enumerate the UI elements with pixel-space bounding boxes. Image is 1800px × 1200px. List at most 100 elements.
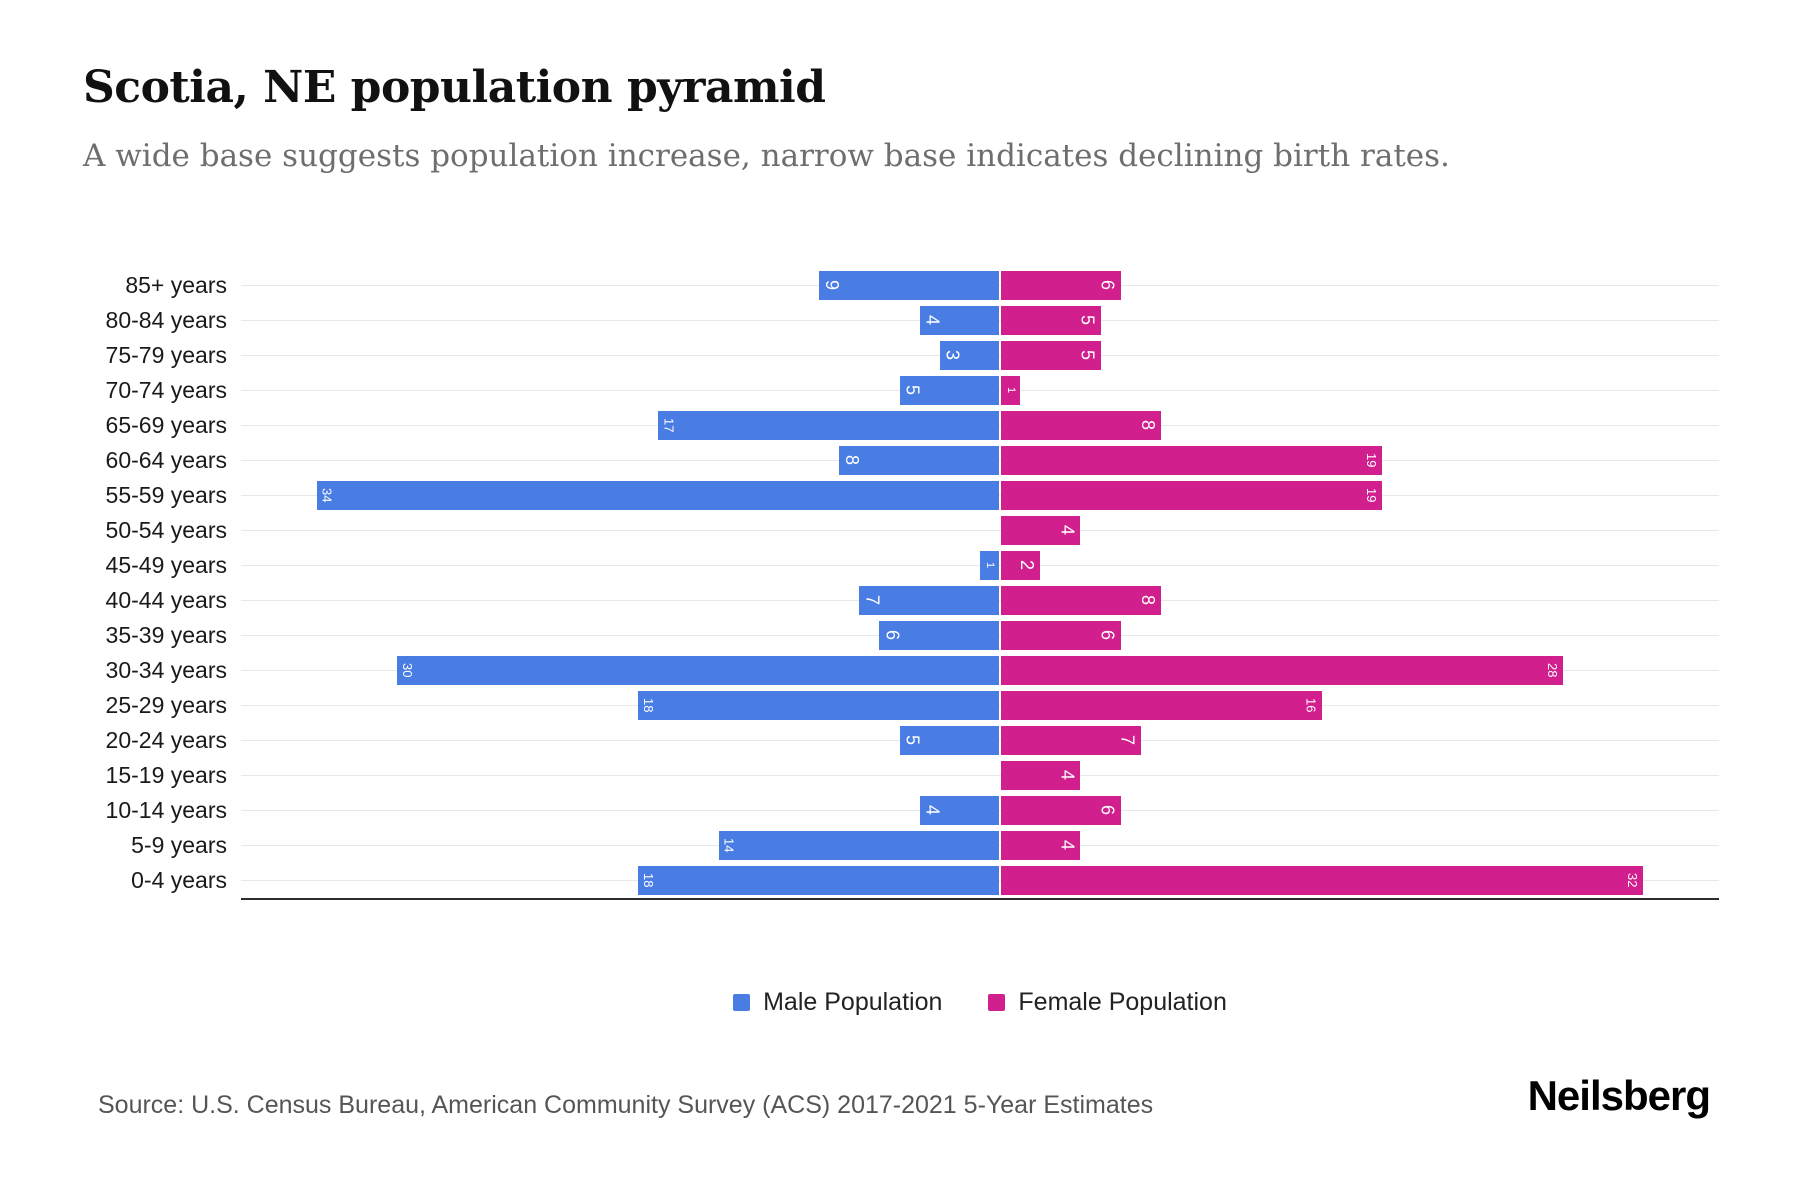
age-group-label: 30-34 years xyxy=(105,657,227,683)
male-bar[interactable]: 30 xyxy=(397,656,999,685)
age-group-label: 10-14 years xyxy=(105,797,227,823)
age-group-label: 35-39 years xyxy=(105,622,227,648)
row-plot-area: 18 32 xyxy=(241,863,1719,898)
female-bar[interactable]: 8 xyxy=(1001,411,1161,440)
male-bar[interactable]: 1 xyxy=(979,551,999,580)
male-bar[interactable]: 9 xyxy=(819,271,999,300)
male-bar-value: 3 xyxy=(942,350,963,361)
male-bar-value: 7 xyxy=(862,595,883,606)
female-bar[interactable]: 4 xyxy=(1001,831,1081,860)
male-bar[interactable]: 17 xyxy=(658,411,999,440)
age-group-label: 55-59 years xyxy=(105,482,227,508)
female-bar[interactable]: 19 xyxy=(1001,481,1382,510)
female-bar-value: 2 xyxy=(1017,560,1038,571)
female-bar-value: 5 xyxy=(1077,350,1098,361)
pyramid-row: 40-44 years 7 8 xyxy=(83,583,1719,618)
pyramid-row: 25-29 years 18 16 xyxy=(83,688,1719,723)
legend-label-male: Male Population xyxy=(763,988,943,1016)
female-bar[interactable]: 5 xyxy=(1001,306,1101,335)
male-bar-value: 17 xyxy=(661,418,677,433)
male-bar[interactable]: 6 xyxy=(879,621,999,650)
pyramid-row: 55-59 years 34 19 xyxy=(83,478,1719,513)
pyramid-row: 60-64 years 8 19 xyxy=(83,443,1719,478)
age-group-label: 75-79 years xyxy=(105,342,227,368)
male-bar-value: 1 xyxy=(983,562,996,569)
gridline xyxy=(241,775,1719,776)
female-bar[interactable]: 6 xyxy=(1001,621,1121,650)
row-plot-area: 17 8 xyxy=(241,408,1719,443)
pyramid-row: 5-9 years 14 4 xyxy=(83,828,1719,863)
legend-item-female[interactable]: Female Population xyxy=(988,988,1227,1017)
age-group-label: 45-49 years xyxy=(105,552,227,578)
female-bar[interactable]: 2 xyxy=(1001,551,1041,580)
male-bar[interactable]: 4 xyxy=(919,796,999,825)
male-bar[interactable]: 3 xyxy=(939,341,999,370)
pyramid-row: 20-24 years 5 7 xyxy=(83,723,1719,758)
male-bar[interactable]: 4 xyxy=(919,306,999,335)
age-group-label: 80-84 years xyxy=(105,307,227,333)
female-bar[interactable]: 1 xyxy=(1001,376,1021,405)
male-bar[interactable]: 18 xyxy=(638,691,999,720)
male-bar-value: 9 xyxy=(822,280,843,291)
female-bar[interactable]: 5 xyxy=(1001,341,1101,370)
female-bar-value: 8 xyxy=(1137,420,1158,431)
female-bar-value: 8 xyxy=(1137,595,1158,606)
male-bar[interactable]: 8 xyxy=(839,446,999,475)
legend-item-male[interactable]: Male Population xyxy=(733,988,942,1017)
male-bar-value: 6 xyxy=(882,630,903,641)
female-bar-value: 4 xyxy=(1057,770,1078,781)
pyramid-row: 85+ years 9 6 xyxy=(83,268,1719,303)
female-bar[interactable]: 19 xyxy=(1001,446,1382,475)
pyramid-row: 30-34 years 30 28 xyxy=(83,653,1719,688)
male-bar[interactable]: 14 xyxy=(718,831,999,860)
x-axis-baseline xyxy=(241,898,1719,900)
female-bar[interactable]: 8 xyxy=(1001,586,1161,615)
age-group-label: 25-29 years xyxy=(105,692,227,718)
page-subtitle: A wide base suggests population increase… xyxy=(83,138,1450,174)
pyramid-row: 15-19 years 4 xyxy=(83,758,1719,793)
row-plot-area: 4 xyxy=(241,513,1719,548)
source-attribution: Source: U.S. Census Bureau, American Com… xyxy=(98,1091,1154,1119)
female-bar[interactable]: 6 xyxy=(1001,271,1121,300)
row-plot-area: 4 xyxy=(241,758,1719,793)
male-bar-value: 18 xyxy=(641,698,657,713)
female-bar[interactable]: 6 xyxy=(1001,796,1121,825)
age-group-label: 5-9 years xyxy=(131,832,227,858)
male-bar[interactable]: 18 xyxy=(638,866,999,895)
female-bar[interactable]: 7 xyxy=(1001,726,1141,755)
female-bar-value: 5 xyxy=(1077,315,1098,326)
male-bar[interactable]: 34 xyxy=(316,481,999,510)
female-legend-swatch-icon xyxy=(988,994,1006,1011)
pyramid-row: 10-14 years 4 6 xyxy=(83,793,1719,828)
female-bar-value: 28 xyxy=(1544,663,1560,678)
legend-label-female: Female Population xyxy=(1018,988,1227,1016)
gridline xyxy=(241,530,1719,531)
male-bar[interactable]: 5 xyxy=(899,376,999,405)
pyramid-row: 80-84 years 4 5 xyxy=(83,303,1719,338)
female-bar-value: 4 xyxy=(1057,840,1078,851)
female-bar-value: 1 xyxy=(1005,387,1018,394)
female-bar[interactable]: 16 xyxy=(1001,691,1322,720)
female-bar[interactable]: 32 xyxy=(1001,866,1644,895)
age-group-label: 15-19 years xyxy=(105,762,227,788)
female-bar[interactable]: 28 xyxy=(1001,656,1563,685)
row-plot-area: 8 19 xyxy=(241,443,1719,478)
pyramid-row: 50-54 years 4 xyxy=(83,513,1719,548)
pyramid-rows: 85+ years 9 6 80-84 years 4 5 75-79 years 3 5 70-… xyxy=(83,268,1719,898)
age-group-label: 70-74 years xyxy=(105,377,227,403)
male-bar[interactable]: 7 xyxy=(859,586,999,615)
female-bar[interactable]: 4 xyxy=(1001,516,1081,545)
male-bar-value: 34 xyxy=(319,488,335,503)
male-bar[interactable]: 5 xyxy=(899,726,999,755)
pyramid-row: 45-49 years 1 2 xyxy=(83,548,1719,583)
female-bar[interactable]: 4 xyxy=(1001,761,1081,790)
neilsberg-logo[interactable]: Neilsberg xyxy=(1527,1072,1711,1119)
row-plot-area: 30 28 xyxy=(241,653,1719,688)
pyramid-row: 75-79 years 3 5 xyxy=(83,338,1719,373)
pyramid-row: 65-69 years 17 8 xyxy=(83,408,1719,443)
